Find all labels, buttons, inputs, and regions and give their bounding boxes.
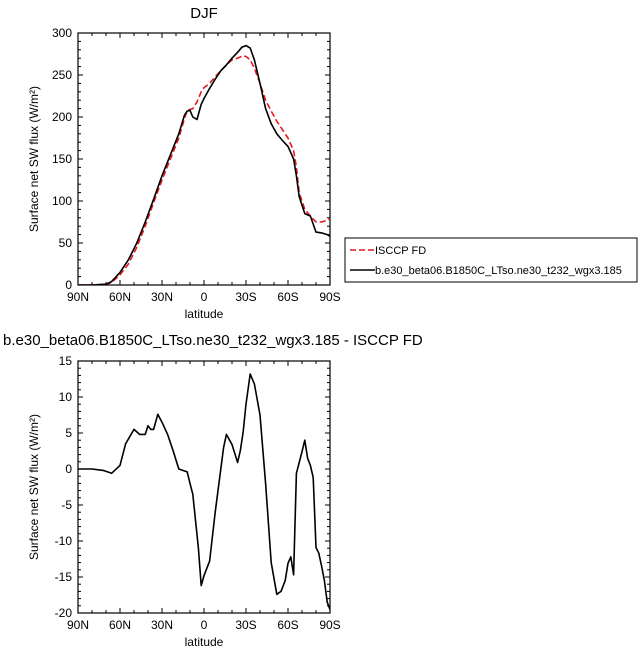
y-tick-label: 250 [52,68,72,82]
legend-box [344,237,638,283]
plot-frame [77,32,331,286]
y-tick-label: -5 [61,498,72,512]
y-tick-label: -10 [55,534,73,548]
y-tick-label: 15 [59,354,73,368]
x-tick-label: 60S [277,290,298,304]
y-tick-label: 0 [65,278,72,292]
chart-title: DJF [190,5,218,22]
x-tick-label: 30S [235,290,256,304]
x-tick-label: 90S [319,290,340,304]
chart-title: b.e30_beta06.B1850C_LTso.ne30_t232_wgx3.… [3,332,423,349]
x-axis-label: latitude [185,635,224,649]
y-axis-label: Surface net SW flux (W/m²) [27,86,41,232]
legend-label: ISCCP FD [375,245,426,257]
y-tick-label: 0 [65,462,72,476]
x-tick-label: 60N [109,290,131,304]
series-line-isccp-fd [78,54,330,285]
x-tick-label: 90S [319,618,340,632]
x-tick-label: 90N [67,290,89,304]
x-tick-label: 60N [109,618,131,632]
legend-label: b.e30_beta06.B1850C_LTso.ne30_t232_wgx3.… [375,265,622,277]
y-tick-label: -15 [55,570,73,584]
x-tick-label: 0 [201,290,208,304]
y-tick-label: 100 [52,194,72,208]
y-axis-label: Surface net SW flux (W/m²) [27,414,41,560]
y-tick-label: 150 [52,152,72,166]
x-axis-label: latitude [185,307,224,321]
y-tick-label: 200 [52,110,72,124]
series-line-difference [78,373,330,610]
series-line-b-e30-beta06-b1850c-ltso-ne30-t232-wgx3-185 [78,44,330,285]
y-tick-label: 10 [59,390,73,404]
y-tick-label: 5 [65,426,72,440]
y-tick-label: 300 [52,26,72,40]
y-tick-label: -20 [55,606,73,620]
x-tick-label: 0 [201,618,208,632]
x-tick-label: 30N [151,290,173,304]
x-tick-label: 60S [277,618,298,632]
x-tick-label: 30N [151,618,173,632]
y-tick-label: 50 [59,236,73,250]
x-tick-label: 30S [235,618,256,632]
x-tick-label: 90N [67,618,89,632]
